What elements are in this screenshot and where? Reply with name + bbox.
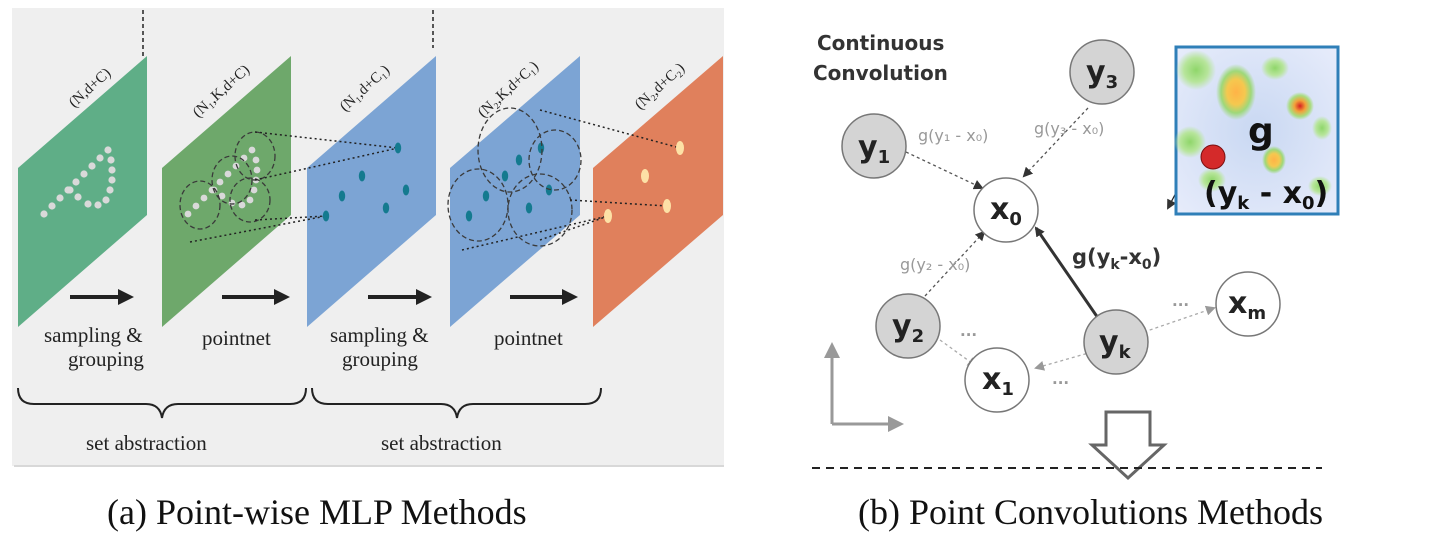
step-2-label: pointnet xyxy=(202,326,271,350)
group-2-label: set abstraction xyxy=(381,431,502,455)
step-1-label-line2: grouping xyxy=(68,347,144,371)
plane-3-points xyxy=(322,142,410,222)
projection-lines-2 xyxy=(461,109,681,251)
node-y1: y1 xyxy=(841,113,907,179)
plane-4 xyxy=(450,56,580,327)
group-1-label: set abstraction xyxy=(86,431,207,455)
edge-yk-xm xyxy=(1143,305,1216,333)
axes-icon xyxy=(824,342,904,432)
node-y3: y3 xyxy=(1069,39,1135,105)
brace-2 xyxy=(311,387,602,419)
brace-1 xyxy=(17,387,307,419)
edge-label-g2: g(y₂ - x₀) xyxy=(900,255,970,274)
svg-text:xm: xm xyxy=(1228,286,1266,324)
step-4-label: pointnet xyxy=(494,326,563,350)
projection-lines-1 xyxy=(189,131,399,243)
node-x1: x1 xyxy=(964,347,1030,413)
panel-a: (N,d+C) (N₁,K,d+C) (N₁,d+C₁) (N₂,K,d+C₁)… xyxy=(12,8,724,467)
ellipsis-x1: ... xyxy=(1052,370,1069,388)
down-arrow-icon xyxy=(1088,410,1168,481)
edge-yk-x1 xyxy=(1034,351,1093,371)
panel-b: Continuous Convolution g(y₁ - x₀) g(y₃ -… xyxy=(812,31,1340,481)
plane-1-points xyxy=(40,146,116,218)
svg-text:x0: x0 xyxy=(990,192,1022,230)
ellipsis-xm: ... xyxy=(1172,292,1189,310)
edge-y1-x0 xyxy=(905,151,984,190)
step-1-label-line1: sampling & xyxy=(44,323,143,347)
plane-3 xyxy=(307,56,436,327)
plane-2 xyxy=(162,56,291,327)
caption-a: (a) Point-wise MLP Methods xyxy=(107,492,527,532)
edge-y2-x0 xyxy=(924,230,986,297)
edge-label-g1: g(y₁ - x₀) xyxy=(918,126,988,145)
svg-text:y2: y2 xyxy=(892,309,924,347)
svg-text:y3: y3 xyxy=(1086,55,1118,93)
node-yk: yk xyxy=(1083,309,1149,375)
svg-text:x1: x1 xyxy=(982,362,1014,400)
caption-b: (b) Point Convolutions Methods xyxy=(858,492,1323,532)
plane-4-group-circles xyxy=(447,107,582,247)
panel-b-title-line1: Continuous xyxy=(817,31,944,55)
plane-5-points xyxy=(604,141,684,223)
sample-point-marker xyxy=(1200,144,1226,170)
edge-label-g3: g(y₃ - x₀) xyxy=(1034,119,1104,138)
plane-5 xyxy=(593,56,723,327)
heatmap-inset: g (yk - x0) xyxy=(1174,45,1340,216)
panel-b-title-line2: Convolution xyxy=(813,61,948,85)
svg-text:y1: y1 xyxy=(858,130,890,168)
step-3-label-line2: grouping xyxy=(342,347,418,371)
edge-label-gk: g(yk-x0) xyxy=(1072,245,1161,273)
plane-4-points xyxy=(465,142,553,222)
heatmap-expression: (yk - x0) xyxy=(1204,176,1328,214)
node-y2: y2 xyxy=(875,293,941,359)
edge-yk-x0 xyxy=(1034,226,1100,319)
node-xm: xm xyxy=(1215,271,1281,337)
node-x0: x0 xyxy=(973,177,1039,243)
step-3-label-line1: sampling & xyxy=(330,323,429,347)
svg-text:yk: yk xyxy=(1099,325,1132,363)
ellipsis-y2: ... xyxy=(960,322,977,340)
heatmap-g-label: g xyxy=(1248,111,1274,152)
plane-1 xyxy=(18,56,147,327)
